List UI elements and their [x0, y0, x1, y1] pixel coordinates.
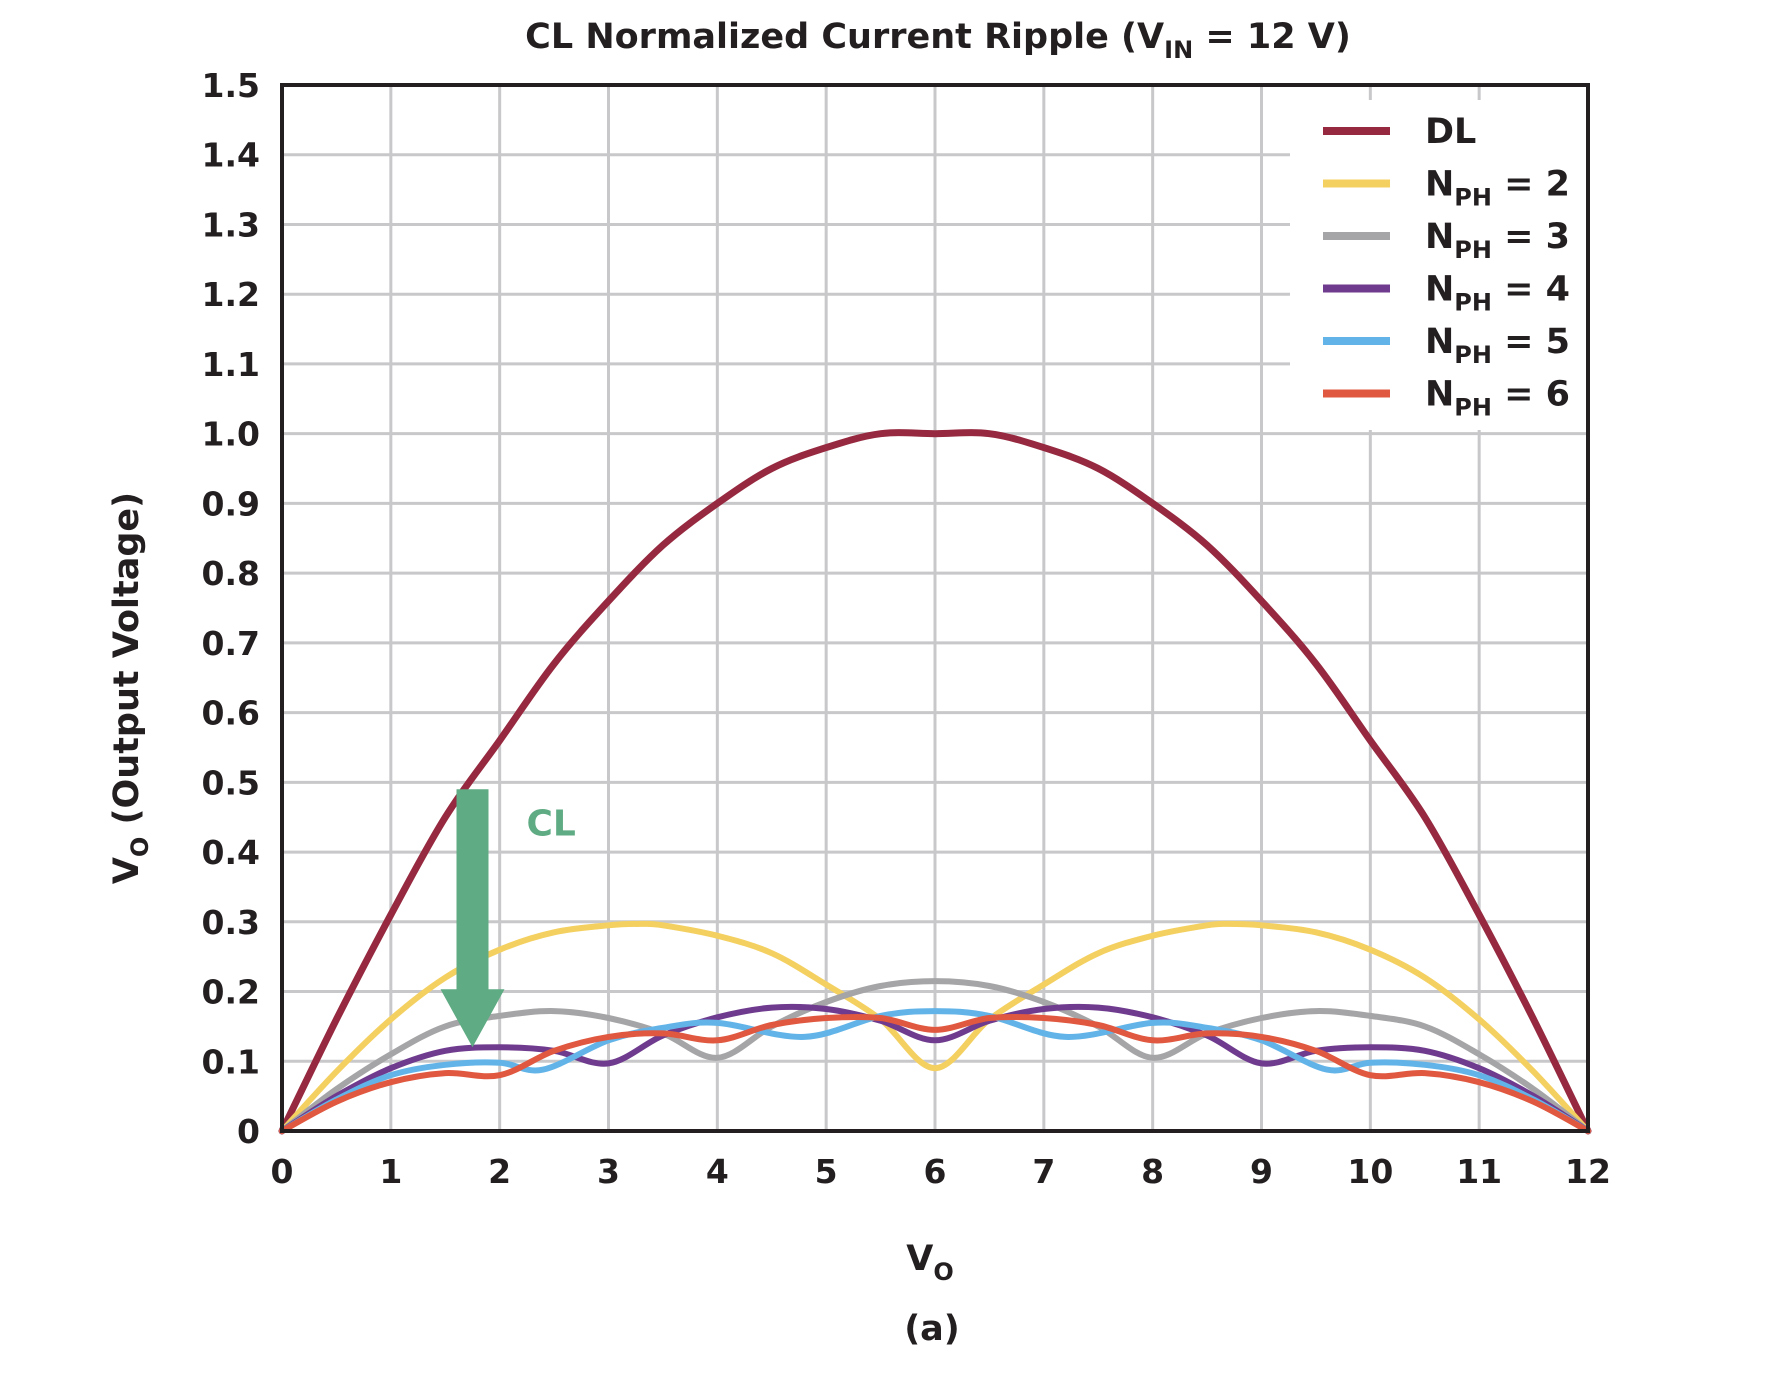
legend-entry-dl-label: DL	[1425, 112, 1476, 152]
chart-title-sub: IN	[1164, 36, 1193, 64]
legend-entry-nph-6-label: NPH = 6	[1425, 375, 1570, 422]
legend-background	[1290, 100, 1586, 430]
legend-entry-nph-2-label: NPH = 2	[1425, 165, 1570, 212]
y-tick-label-8: 0.8	[202, 554, 260, 593]
y-tick-label-4: 0.4	[202, 833, 260, 872]
x-tick-label-0: 0	[271, 1152, 294, 1191]
y-axis-label: VO (Output Voltage)	[107, 492, 154, 884]
x-tick-label-7: 7	[1032, 1152, 1055, 1191]
series-lines	[278, 429, 1592, 1135]
x-tick-label-5: 5	[815, 1152, 838, 1191]
x-tick-label-1: 1	[379, 1152, 402, 1191]
y-tick-label-10: 1.0	[202, 415, 260, 454]
series-line-dl	[278, 429, 1592, 1135]
y-tick-label-7: 0.7	[202, 624, 260, 663]
y-axis-ticks: 0 0.1 0.2 0.3 0.4 0.5 0.6 0.7 0.8 0.9 1.0 1.1 1.2 1.3…	[202, 66, 260, 1151]
x-tick-label-11: 11	[1456, 1152, 1502, 1191]
y-tick-label-6: 0.6	[202, 694, 260, 733]
series-line-nph-3	[279, 978, 1591, 1134]
x-tick-label-2: 2	[488, 1152, 511, 1191]
y-tick-label-12: 1.2	[202, 275, 260, 314]
x-axis-label-main: V	[906, 1239, 933, 1279]
chart-title-main: CL Normalized Current Ripple (V	[525, 17, 1164, 57]
legend: DL NPH = 2 NPH = 3 NPH = 4 NPH = 5 NPH = 6	[1290, 100, 1586, 430]
y-tick-label-0: 0	[237, 1112, 260, 1151]
x-tick-label-4: 4	[706, 1152, 729, 1191]
figure-caption: (a)	[904, 1309, 960, 1349]
legend-entry-nph-3-label: NPH = 3	[1425, 217, 1570, 264]
y-axis-label-tail: (Output Voltage)	[107, 492, 147, 837]
chart-title: CL Normalized Current Ripple (VIN = 12 V…	[525, 17, 1351, 64]
series-line-nph-6	[279, 1013, 1591, 1134]
legend-entry-nph-4-label: NPH = 4	[1425, 270, 1570, 317]
y-tick-label-3: 0.3	[202, 903, 260, 942]
legend-entry-nph-5-label: NPH = 5	[1425, 322, 1570, 369]
y-axis-label-main: V	[107, 857, 147, 884]
plot-frame	[280, 83, 1590, 1133]
x-tick-label-10: 10	[1347, 1152, 1393, 1191]
x-tick-label-6: 6	[924, 1152, 947, 1191]
x-axis-ticks: 0 1 2 3 4 5 6 7 8 9 10 11 12	[271, 1152, 1611, 1191]
chart-title-tail: = 12 V)	[1193, 17, 1351, 57]
y-tick-label-1: 0.1	[202, 1042, 260, 1081]
cl-annotation-label: CL	[526, 803, 575, 844]
series-line-nph-5	[279, 1008, 1591, 1134]
x-axis-label-sub: O	[933, 1258, 953, 1286]
x-tick-label-9: 9	[1250, 1152, 1273, 1191]
series-line-nph-4	[279, 1003, 1591, 1134]
y-tick-label-5: 0.5	[202, 763, 260, 802]
x-tick-label-12: 12	[1565, 1152, 1611, 1191]
y-axis-label-sub: O	[126, 837, 154, 857]
series-line-nph-2	[279, 920, 1591, 1134]
y-tick-label-11: 1.1	[202, 345, 260, 384]
cl-arrow	[440, 789, 505, 1048]
cl-annotation: CL	[440, 789, 576, 1048]
x-tick-label-3: 3	[597, 1152, 620, 1191]
y-tick-label-14: 1.4	[202, 136, 260, 175]
x-tick-label-8: 8	[1141, 1152, 1164, 1191]
y-tick-label-13: 1.3	[202, 205, 260, 244]
x-axis-label: VO	[906, 1239, 954, 1286]
y-tick-label-15: 1.5	[202, 66, 260, 105]
y-tick-label-9: 0.9	[202, 484, 260, 523]
y-tick-label-2: 0.2	[202, 973, 260, 1012]
